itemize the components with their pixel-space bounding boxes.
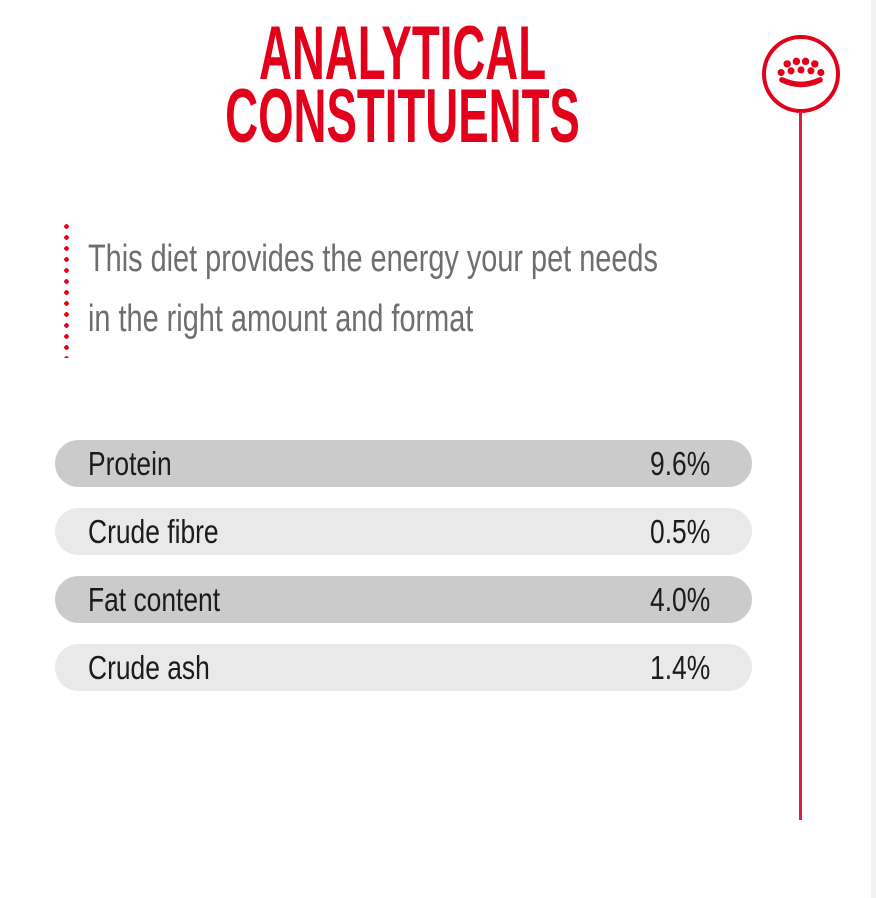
- table-row-fat-content: Fat content 4.0%: [55, 576, 752, 623]
- row-label: Crude ash: [88, 648, 210, 686]
- row-value: 1.4%: [649, 648, 710, 686]
- table-row-protein: Protein 9.6%: [55, 440, 752, 487]
- page-title: ANALYTICAL CONSTITUENTS: [30, 11, 775, 159]
- intro-text: This diet provides the energy your pet n…: [88, 238, 658, 340]
- vertical-accent-line: [799, 112, 802, 820]
- row-label: Fat content: [88, 580, 221, 618]
- royal-canin-crown-icon: [762, 35, 840, 113]
- dotted-accent-line: [64, 221, 69, 358]
- row-value: 9.6%: [649, 444, 710, 482]
- row-label: Crude fibre: [88, 512, 219, 550]
- row-label: Protein: [88, 444, 172, 482]
- page-title-line-2: CONSTITUENTS: [225, 74, 580, 159]
- table-row-crude-ash: Crude ash 1.4%: [55, 644, 752, 691]
- constituents-table: Protein 9.6% Crude fibre 0.5% Fat conten…: [55, 440, 752, 712]
- table-row-crude-fibre: Crude fibre 0.5%: [55, 508, 752, 555]
- capture-edge-strip: [871, 0, 876, 898]
- page-title-line-1: ANALYTICAL: [258, 11, 547, 96]
- row-value: 4.0%: [649, 580, 710, 618]
- row-value: 0.5%: [649, 512, 710, 550]
